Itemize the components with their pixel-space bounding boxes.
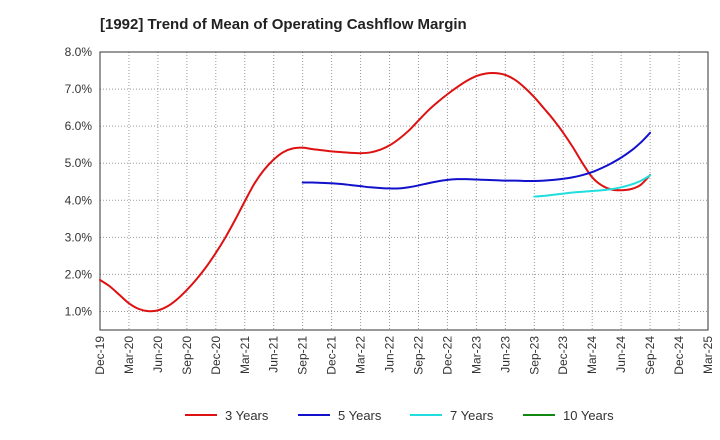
y-tick-label: 3.0% [65,230,93,244]
x-tick-label: Mar-24 [585,336,599,374]
y-tick-label: 6.0% [65,119,93,133]
series-line-7-years [533,174,652,198]
x-tick-label: Mar-21 [238,336,252,374]
y-tick-label: 4.0% [65,193,93,207]
x-tick-label: Jun-23 [498,336,512,373]
x-tick-label: Dec-21 [325,336,339,375]
x-tick-label: Dec-20 [209,336,223,375]
y-tick-label: 5.0% [65,156,93,170]
x-tick-label: Sep-23 [527,336,541,375]
x-tick-label: Jun-21 [267,336,281,373]
x-tick-label: Dec-24 [672,336,686,375]
series-line-3-years [99,72,652,313]
x-tick-label: Sep-22 [411,336,425,375]
x-axis-ticks: Dec-19 Mar-20 Jun-20 Sep-20 Dec-20 Mar-21 Jun-… [93,336,715,375]
x-tick-label: Sep-20 [180,336,194,375]
y-tick-label: 8.0% [65,45,93,59]
y-tick-label: 2.0% [65,267,93,281]
legend-label-10-years: 10 Years [563,408,614,423]
x-tick-label: Jun-22 [383,336,397,373]
series-layer [99,72,652,313]
y-tick-label: 7.0% [65,82,93,96]
chart-title: [1992] Trend of Mean of Operating Cashfl… [100,16,467,33]
x-tick-label: Jun-20 [151,336,165,373]
series-line-5-years [301,131,652,190]
x-tick-label: Mar-20 [122,336,136,374]
legend: 3 Years 5 Years 7 Years 10 Years [185,408,614,423]
x-tick-label: Jun-24 [614,336,628,373]
x-tick-label: Dec-23 [556,336,570,375]
x-tick-label: Mar-25 [701,336,715,374]
x-tick-label: Dec-19 [93,336,107,375]
legend-label-5-years: 5 Years [338,408,382,423]
plot-frame [99,51,709,331]
legend-label-3-years: 3 Years [225,408,269,423]
x-tick-label: Dec-22 [440,336,454,375]
y-axis-ticks: 1.0% 2.0% 3.0% 4.0% 5.0% 6.0% 7.0% 8.0% [65,45,93,318]
x-tick-label: Sep-21 [296,336,310,375]
x-tick-label: Mar-23 [469,336,483,374]
x-tick-label: Mar-22 [354,336,368,374]
x-tick-label: Sep-24 [643,336,657,375]
legend-label-7-years: 7 Years [450,408,494,423]
y-tick-label: 1.0% [65,304,93,318]
